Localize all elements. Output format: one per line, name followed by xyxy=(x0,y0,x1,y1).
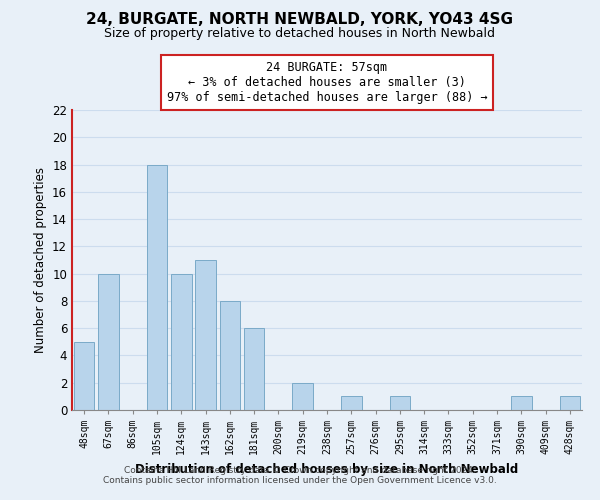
Bar xyxy=(220,301,240,410)
Text: 24, BURGATE, NORTH NEWBALD, YORK, YO43 4SG: 24, BURGATE, NORTH NEWBALD, YORK, YO43 4… xyxy=(86,12,514,28)
Bar xyxy=(511,396,532,410)
Text: 24 BURGATE: 57sqm
← 3% of detached houses are smaller (3)
97% of semi-detached h: 24 BURGATE: 57sqm ← 3% of detached house… xyxy=(167,61,487,104)
Bar xyxy=(195,260,216,410)
Text: Size of property relative to detached houses in North Newbald: Size of property relative to detached ho… xyxy=(104,28,496,40)
Bar xyxy=(74,342,94,410)
X-axis label: Distribution of detached houses by size in North Newbald: Distribution of detached houses by size … xyxy=(136,462,518,475)
Bar xyxy=(146,164,167,410)
Bar xyxy=(560,396,580,410)
Bar xyxy=(341,396,362,410)
Bar xyxy=(171,274,191,410)
Text: Contains HM Land Registry data © Crown copyright and database right 2024.
Contai: Contains HM Land Registry data © Crown c… xyxy=(103,466,497,485)
Bar xyxy=(389,396,410,410)
Bar xyxy=(292,382,313,410)
Bar xyxy=(244,328,265,410)
Bar xyxy=(98,274,119,410)
Y-axis label: Number of detached properties: Number of detached properties xyxy=(34,167,47,353)
